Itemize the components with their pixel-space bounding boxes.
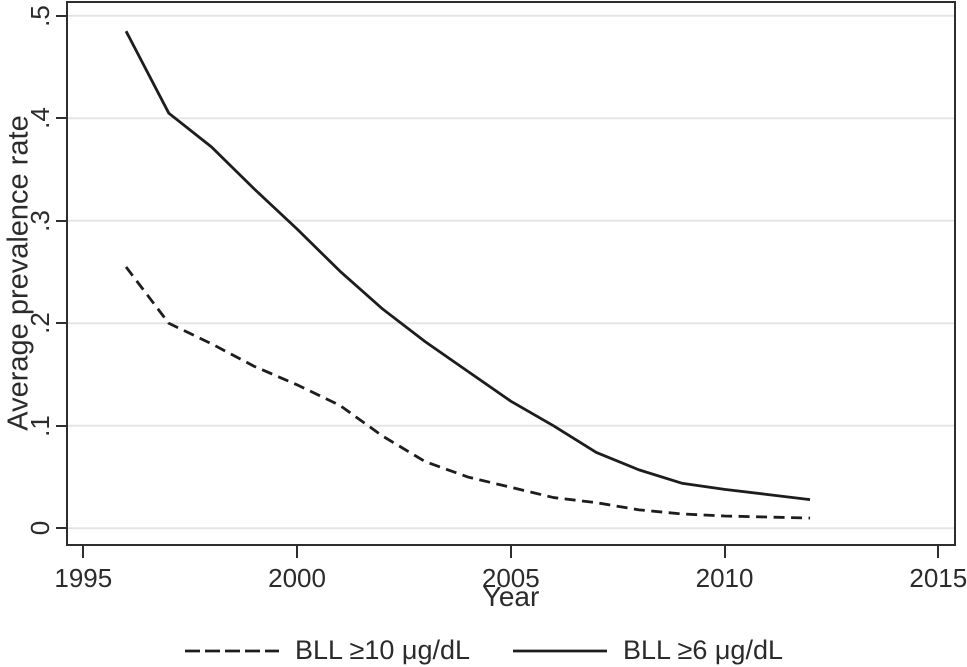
legend: BLL ≥10 μg/dL BLL ≥6 μg/dL — [0, 634, 967, 667]
y-axis-title: Average prevalence rate — [2, 115, 35, 431]
dashed-line-sample — [185, 649, 279, 652]
x-tick-label: 2015 — [909, 563, 967, 593]
x-tick-label: 1995 — [54, 563, 113, 593]
y-tick-label: .2 — [25, 312, 55, 335]
y-tick — [56, 322, 67, 325]
y-tick — [56, 527, 67, 530]
x-tick — [723, 546, 726, 558]
x-tick — [296, 546, 299, 558]
solid-line-sample — [513, 649, 607, 652]
legend-label-bll6: BLL ≥6 μg/dL — [623, 635, 783, 665]
y-tick-label: .4 — [25, 107, 55, 130]
y-tick-label: .1 — [25, 414, 55, 437]
legend-label-bll10: BLL ≥10 μg/dL — [295, 635, 470, 665]
y-tick-label: .3 — [25, 209, 55, 232]
y-tick-label: .5 — [25, 4, 55, 27]
plot-area — [66, 1, 956, 546]
x-tick — [82, 546, 85, 558]
x-tick-label: 2010 — [695, 563, 754, 593]
y-tick — [56, 424, 67, 427]
x-tick-label: 2005 — [481, 563, 540, 593]
x-axis-title: Year — [482, 581, 540, 612]
y-tick — [56, 219, 67, 222]
series-line-bll6 — [124, 30, 811, 501]
y-tick — [56, 14, 67, 17]
x-tick-label: 2000 — [268, 563, 326, 593]
x-tick — [937, 546, 940, 558]
legend-item-bll6: BLL ≥6 μg/dL — [512, 637, 783, 664]
legend-item-bll10: BLL ≥10 μg/dL — [184, 637, 470, 664]
x-tick — [509, 546, 512, 558]
y-tick — [56, 117, 67, 120]
series-line-bll10 — [124, 266, 811, 520]
plot-canvas — [68, 14, 954, 530]
y-tick-label: 0 — [25, 521, 55, 536]
